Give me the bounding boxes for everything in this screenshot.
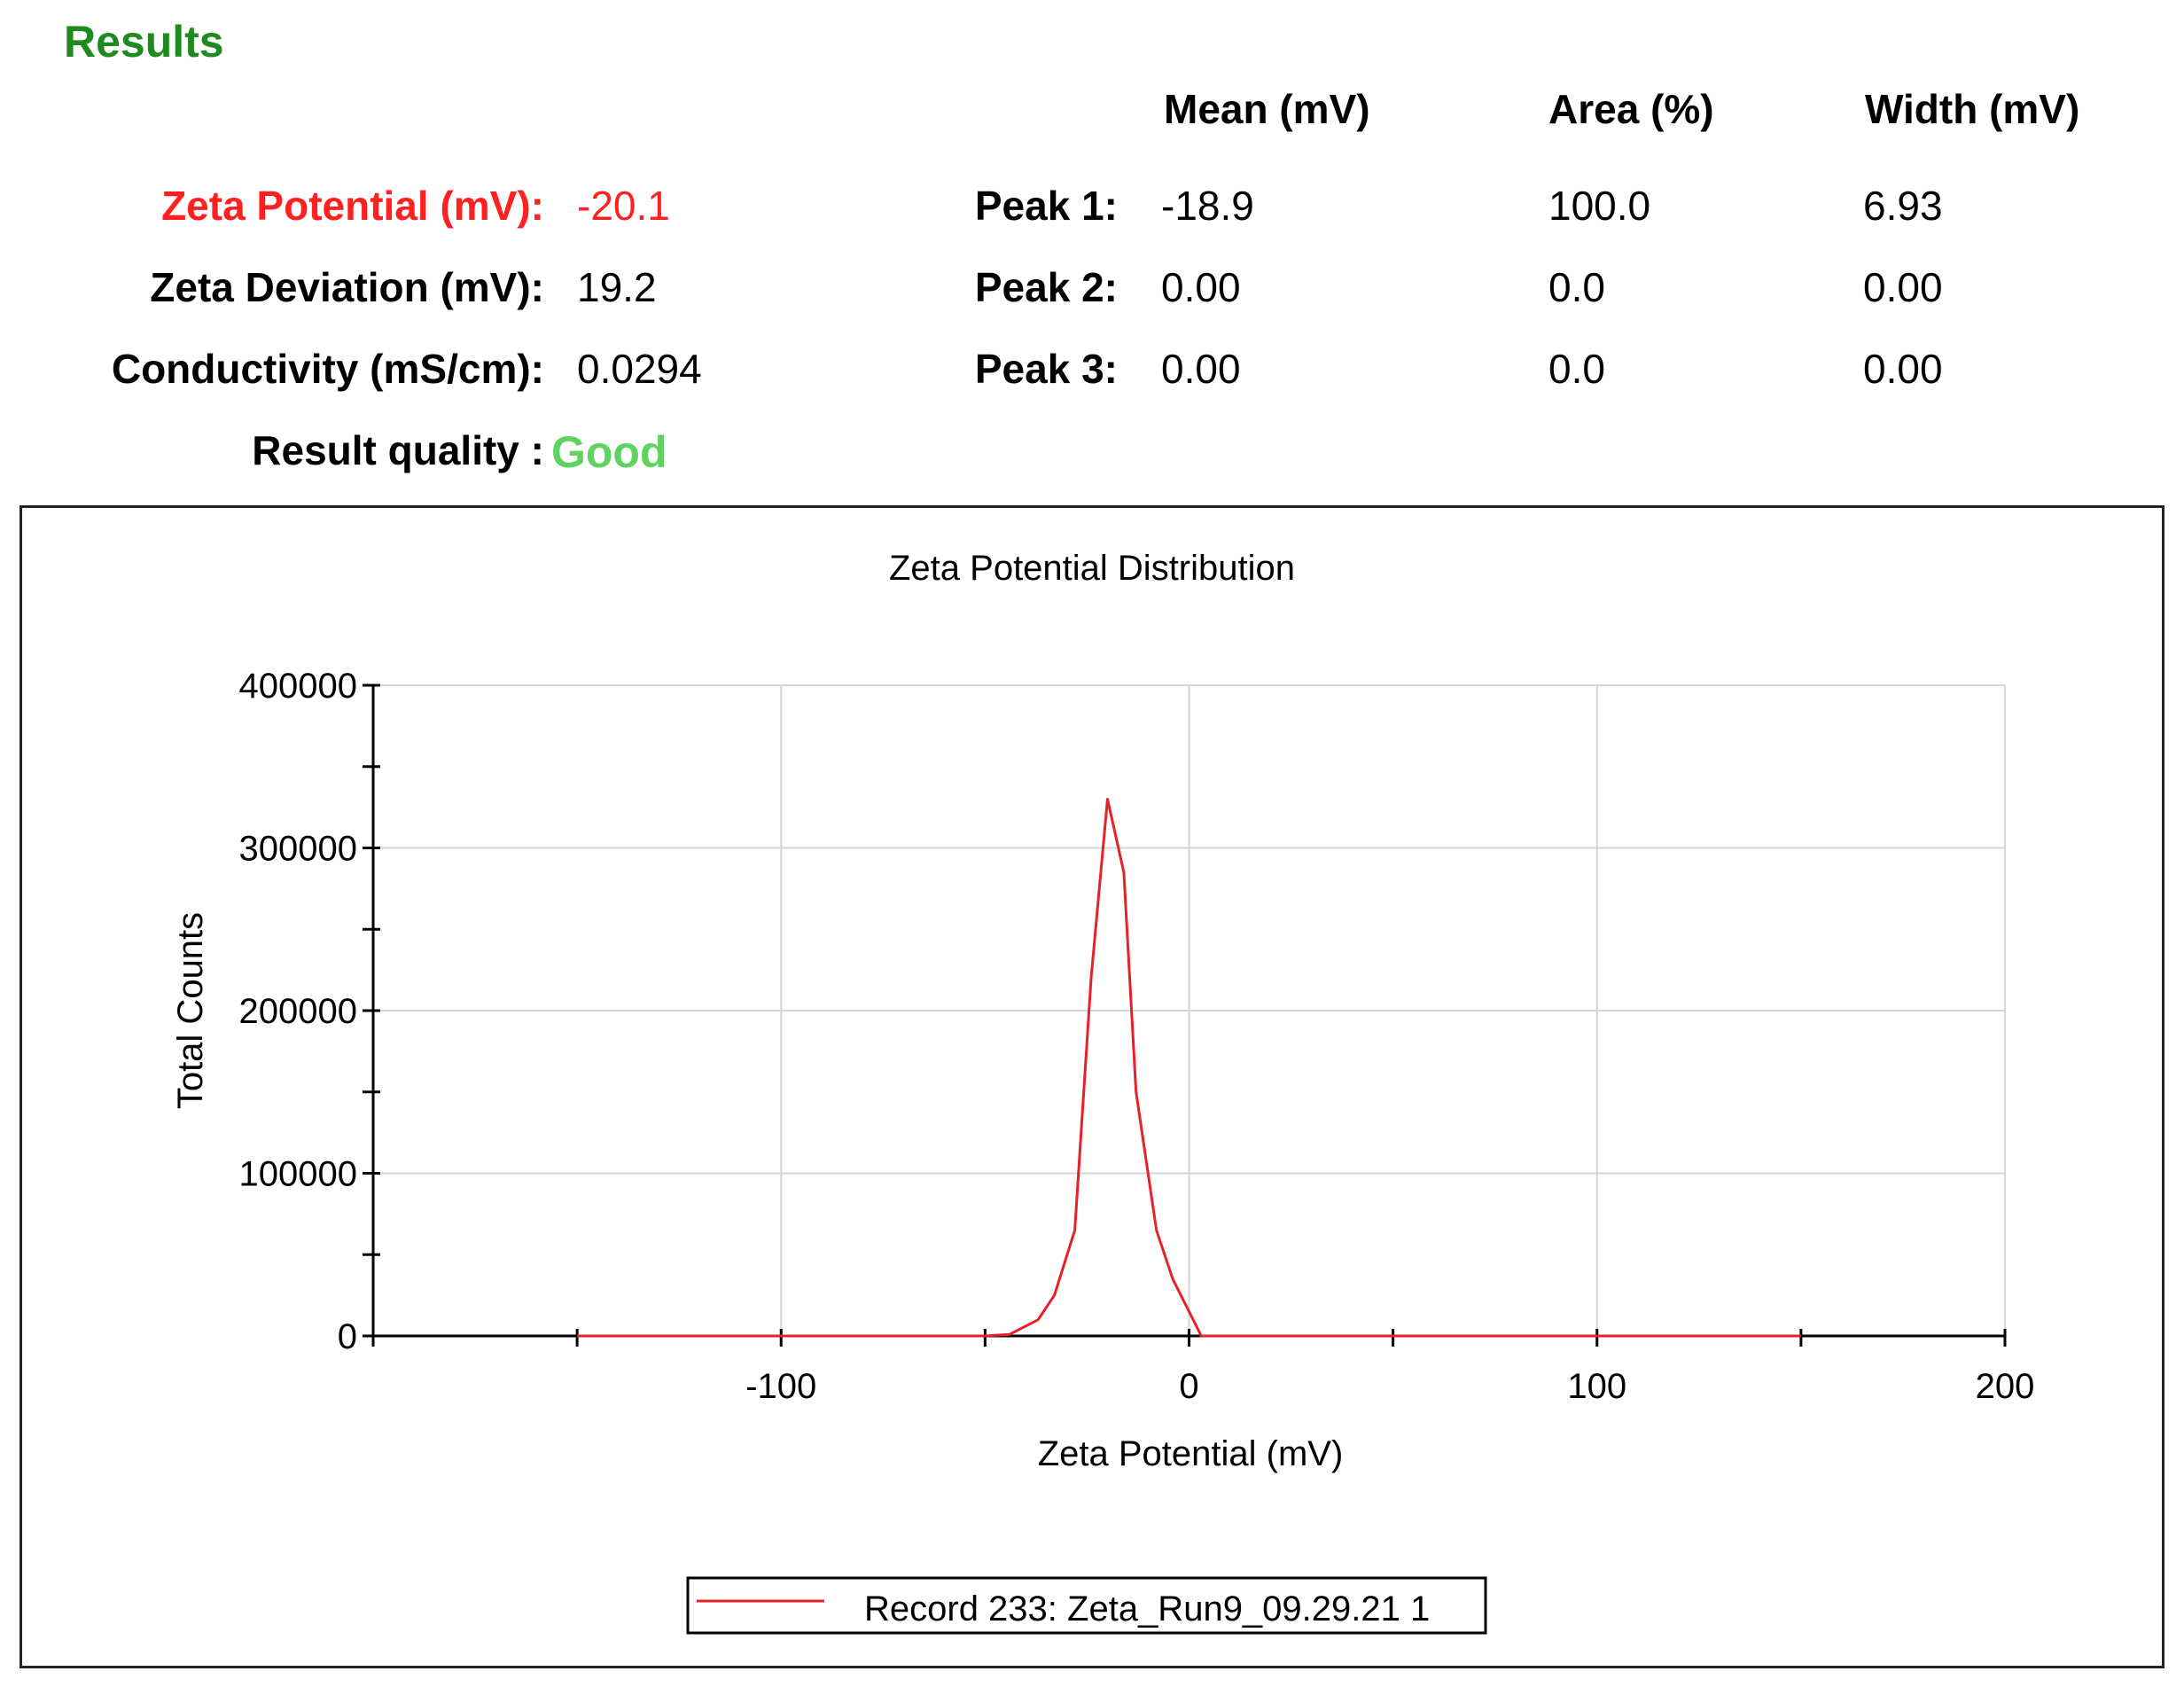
conductivity-value: 0.0294 [577,346,702,392]
result-quality-value: Good [551,427,667,477]
x-tick-label: 200 [1976,1367,2035,1406]
peak-3-mean: 0.00 [1161,346,1241,392]
peak-2-mean: 0.00 [1161,264,1241,310]
grid-lines [373,684,2006,1337]
chart-title: Zeta Potential Distribution [889,549,1295,588]
legend-label: Record 233: Zeta_Run9_09.29.21 1 [864,1589,1430,1628]
peak-3-area: 0.0 [1548,346,1605,392]
peak-3-width: 0.00 [1863,346,1943,392]
legend-box [686,1576,1487,1635]
y-tick-label: 100000 [239,1155,357,1194]
series-layer [577,798,1801,1338]
peak-1-mean: -18.9 [1161,183,1254,229]
results-heading: Results [64,17,224,66]
peak-2-label: Peak 2: [974,264,1118,310]
y-tick-label: 400000 [239,667,357,706]
zeta-potential-label: Zeta Potential (mV): [161,183,544,229]
peak-2-width: 0.00 [1863,264,1943,310]
peak-3-label: Peak 3: [974,346,1118,392]
y-axis-label: Total Counts [171,912,210,1109]
result-quality-label: Result quality : [252,427,544,473]
zeta-deviation-label: Zeta Deviation (mV): [150,264,544,310]
peak-1-label: Peak 1: [974,183,1118,229]
y-tick-label: 300000 [239,830,357,869]
x-tick-label: 100 [1567,1367,1626,1406]
chart-panel [20,505,2164,1668]
column-header-mean: Mean (mV) [1164,86,1370,132]
peak-1-area: 100.0 [1548,183,1651,229]
column-header-area: Area (%) [1548,86,1714,132]
series-line [577,798,1801,1338]
legend: Record 233: Zeta_Run9_09.29.21 1 [686,1576,1487,1635]
zeta-potential-value: -20.1 [577,183,670,229]
conductivity-label: Conductivity (mS/cm): [111,346,544,392]
y-tick-label: 200000 [239,992,357,1031]
zeta-deviation-value: 19.2 [577,264,657,310]
x-tick-label: 0 [1179,1367,1198,1406]
axes: -100 0 100 200 0 100000 200000 300000 400000 [239,667,2035,1406]
peak-2-area: 0.0 [1548,264,1605,310]
y-tick-label: 0 [338,1317,357,1356]
column-header-width: Width (mV) [1865,86,2080,132]
x-tick-label: -100 [745,1367,816,1406]
peak-1-width: 6.93 [1863,183,1943,229]
x-axis-label: Zeta Potential (mV) [1038,1434,1344,1473]
